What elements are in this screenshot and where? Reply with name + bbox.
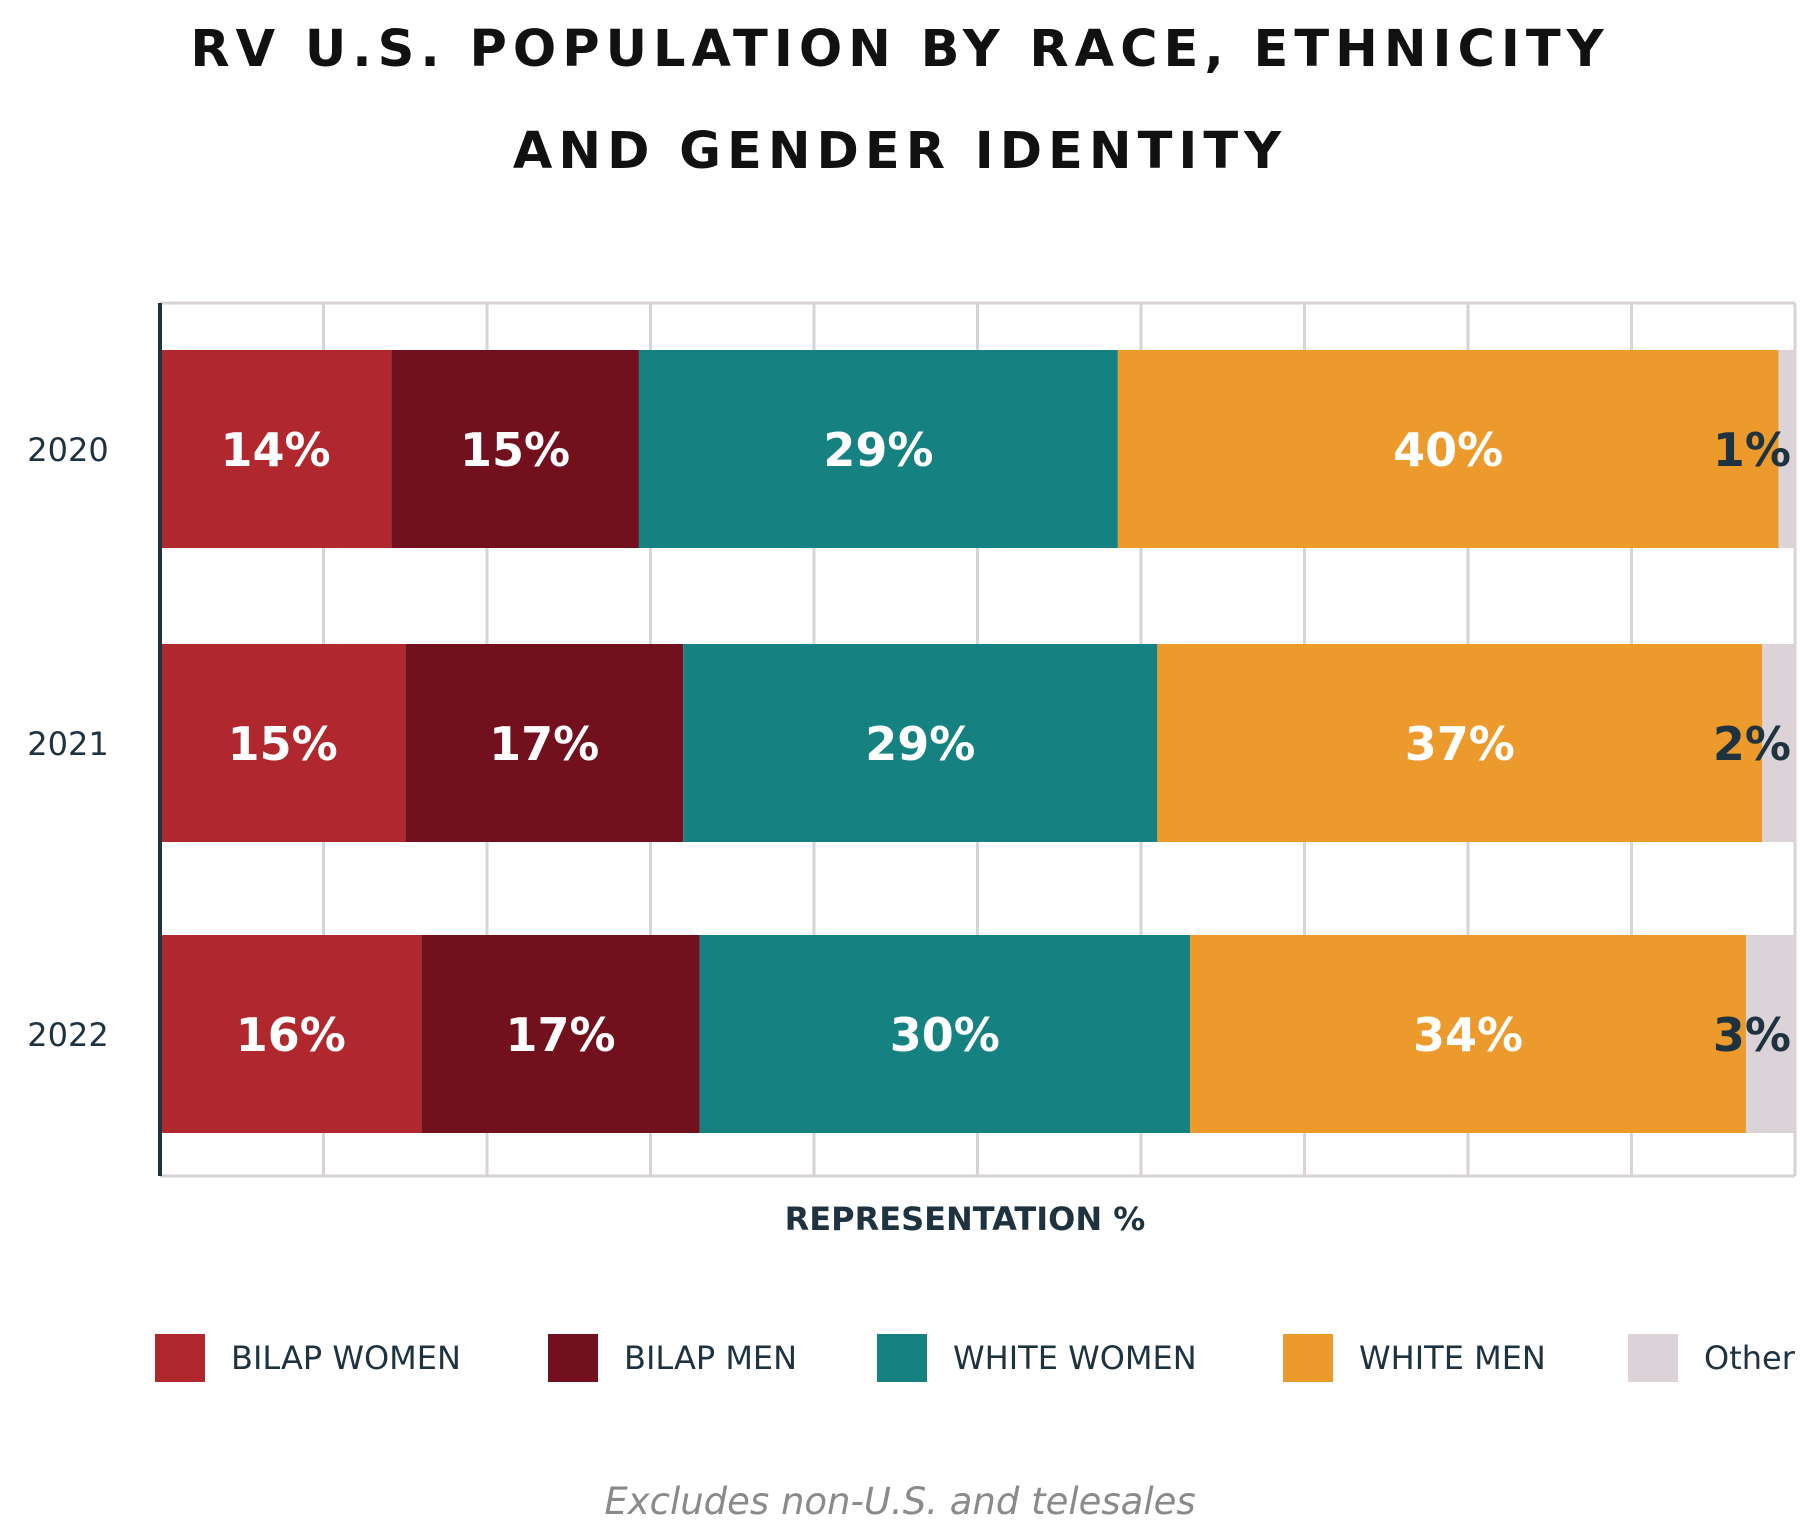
bar-segment-other-2020 bbox=[1778, 350, 1795, 548]
data-label: 17% bbox=[506, 1008, 616, 1062]
legend-item: WHITE WOMEN bbox=[877, 1332, 1197, 1384]
bar-segment-bilap-women-2022 bbox=[160, 935, 422, 1133]
bar-segment-other-2021 bbox=[1762, 644, 1795, 842]
chart-title-line-2: AND GENDER IDENTITY bbox=[512, 122, 1288, 181]
legend-label: BILAP MEN bbox=[624, 1339, 798, 1377]
y-tick-label: 2020 bbox=[27, 431, 108, 469]
legend-item: WHITE MEN bbox=[1283, 1332, 1546, 1384]
legend-item: BILAP WOMEN bbox=[155, 1332, 461, 1384]
legend-swatch bbox=[155, 1334, 205, 1382]
data-label: 15% bbox=[228, 717, 338, 771]
data-label: 29% bbox=[823, 423, 933, 477]
data-label: 34% bbox=[1413, 1008, 1523, 1062]
data-label: 16% bbox=[236, 1008, 346, 1062]
legend-label: Other bbox=[1704, 1339, 1795, 1377]
legend-label: WHITE MEN bbox=[1359, 1339, 1546, 1377]
x-axis-label: REPRESENTATION % bbox=[784, 1200, 1146, 1238]
data-label: 40% bbox=[1393, 423, 1503, 477]
bar-segment-white-men-2020 bbox=[1117, 350, 1779, 548]
data-label: 3% bbox=[1713, 1008, 1791, 1062]
legend-label: BILAP WOMEN bbox=[231, 1339, 461, 1377]
data-label: 29% bbox=[865, 717, 975, 771]
y-tick-label: 2021 bbox=[27, 725, 108, 763]
data-label: 15% bbox=[460, 423, 570, 477]
legend-swatch bbox=[548, 1334, 598, 1382]
y-tick-label: 2022 bbox=[27, 1016, 108, 1054]
data-label: 14% bbox=[221, 423, 331, 477]
data-label: 30% bbox=[890, 1008, 1000, 1062]
legend-label: WHITE WOMEN bbox=[953, 1339, 1197, 1377]
bar-segment-bilap-men-2022 bbox=[421, 935, 700, 1133]
legend-swatch bbox=[1283, 1334, 1333, 1382]
bar-segment-bilap-men-2021 bbox=[405, 644, 684, 842]
legend-swatch bbox=[877, 1334, 927, 1382]
bar-segment-white-men-2021 bbox=[1157, 644, 1763, 842]
legend-item: BILAP MEN bbox=[548, 1332, 797, 1384]
bar-segment-white-women-2022 bbox=[699, 935, 1191, 1133]
footnote: Excludes non-U.S. and telesales bbox=[604, 1480, 1196, 1523]
bar-segment-bilap-women-2020 bbox=[160, 350, 392, 548]
data-label: 2% bbox=[1713, 717, 1791, 771]
chart-title-line-1: RV U.S. POPULATION BY RACE, ETHNICITY bbox=[190, 20, 1610, 79]
bar-segment-white-women-2020 bbox=[638, 350, 1118, 548]
legend-item: Other bbox=[1628, 1332, 1795, 1384]
bar-segment-white-women-2021 bbox=[683, 644, 1158, 842]
data-label: 17% bbox=[489, 717, 599, 771]
bar-segment-other-2022 bbox=[1745, 935, 1795, 1133]
bar-segment-bilap-women-2021 bbox=[160, 644, 406, 842]
bar-segment-white-men-2022 bbox=[1190, 935, 1746, 1133]
data-label: 1% bbox=[1713, 423, 1791, 477]
legend-swatch bbox=[1628, 1334, 1678, 1382]
bar-segment-bilap-men-2020 bbox=[391, 350, 639, 548]
data-label: 37% bbox=[1405, 717, 1515, 771]
